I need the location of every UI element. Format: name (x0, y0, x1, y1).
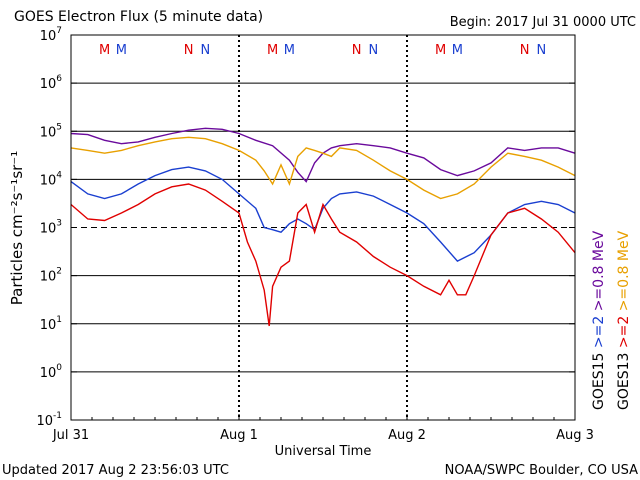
series-line (70, 183, 576, 327)
y-tick-base: 10 (40, 29, 57, 44)
day-boundaries (238, 35, 408, 420)
legend-channel: >=2 (616, 311, 632, 348)
credit: NOAA/SWPC Boulder, CO USA (445, 463, 638, 478)
series-legend-label: GOES15 >=2 >=0.8 MeV (591, 230, 607, 410)
x-tick-label: Aug 3 (556, 428, 594, 443)
legend-satellite: GOES15 (591, 348, 607, 410)
y-tick-exponent: 6 (56, 74, 62, 84)
y-tick-label: 106 (40, 74, 63, 92)
chart-title: GOES Electron Flux (5 minute data) (14, 9, 263, 25)
y-tick-base: 10 (40, 366, 57, 381)
updated-time: Updated 2017 Aug 2 23:56:03 UTC (2, 463, 229, 478)
y-tick-exponent: 3 (56, 219, 62, 229)
y-tick-base: 10 (40, 125, 57, 140)
y-tick-exponent: 2 (56, 267, 62, 277)
x-tick-label: Aug 2 (388, 428, 426, 443)
mn-marker: N (184, 43, 194, 58)
legend-channel: >=2 (591, 311, 607, 348)
legend-channel: >=0.8 MeV (616, 230, 632, 311)
y-tick-label: 105 (40, 122, 62, 140)
begin-time: Begin: 2017 Jul 31 0000 UTC (450, 15, 636, 30)
y-tick-label: 104 (40, 170, 63, 188)
y-tick-base: 10 (40, 318, 57, 333)
y-tick-exponent: 4 (56, 170, 62, 180)
y-tick-label: 10-1 (36, 411, 62, 429)
legend-satellite: GOES13 (616, 348, 632, 410)
mn-marker: M (99, 43, 110, 58)
x-axis-label: Universal Time (275, 444, 372, 459)
y-tick-exponent: -1 (53, 411, 62, 421)
y-tick-base: 10 (40, 270, 57, 285)
mn-marker: M (284, 43, 295, 58)
series-line (70, 136, 576, 200)
y-tick-label: 101 (40, 315, 62, 333)
mn-marker: M (452, 43, 463, 58)
series (70, 127, 576, 327)
y-tick-base: 10 (40, 222, 57, 237)
mn-marker: M (267, 43, 278, 58)
grid (71, 82, 575, 373)
x-tick-label: Aug 1 (220, 428, 258, 443)
y-tick-exponent: 0 (56, 363, 62, 373)
mn-marker: N (520, 43, 530, 58)
y-tick-label: 102 (40, 267, 62, 285)
y-tick-exponent: 1 (56, 315, 62, 325)
series-line (70, 127, 576, 183)
series-legend-label: GOES13 >=2 >=0.8 MeV (616, 230, 632, 410)
y-axis-label: Particles cm⁻²s⁻¹sr⁻¹ (8, 151, 26, 305)
y-tick-label: 107 (40, 26, 62, 44)
y-tick-label: 100 (40, 363, 63, 381)
legend-channel: >=0.8 MeV (591, 230, 607, 311)
mn-marker: N (369, 43, 379, 58)
mn-marker: N (352, 43, 362, 58)
y-tick-exponent: 5 (56, 122, 62, 132)
x-axis-ticks: Jul 31 Aug 1 Aug 2 Aug 3 (52, 414, 594, 443)
y-tick-exponent: 7 (56, 26, 62, 36)
mn-marker: M (435, 43, 446, 58)
mn-marker: M (116, 43, 127, 58)
y-tick-base: 10 (40, 173, 57, 188)
mn-marker: N (201, 43, 211, 58)
y-tick-base: 10 (40, 77, 57, 92)
y-tick-label: 103 (40, 219, 62, 237)
series-line (70, 166, 576, 262)
x-tick-label: Jul 31 (52, 428, 89, 443)
mn-marker: N (537, 43, 547, 58)
y-tick-base: 10 (36, 414, 53, 429)
